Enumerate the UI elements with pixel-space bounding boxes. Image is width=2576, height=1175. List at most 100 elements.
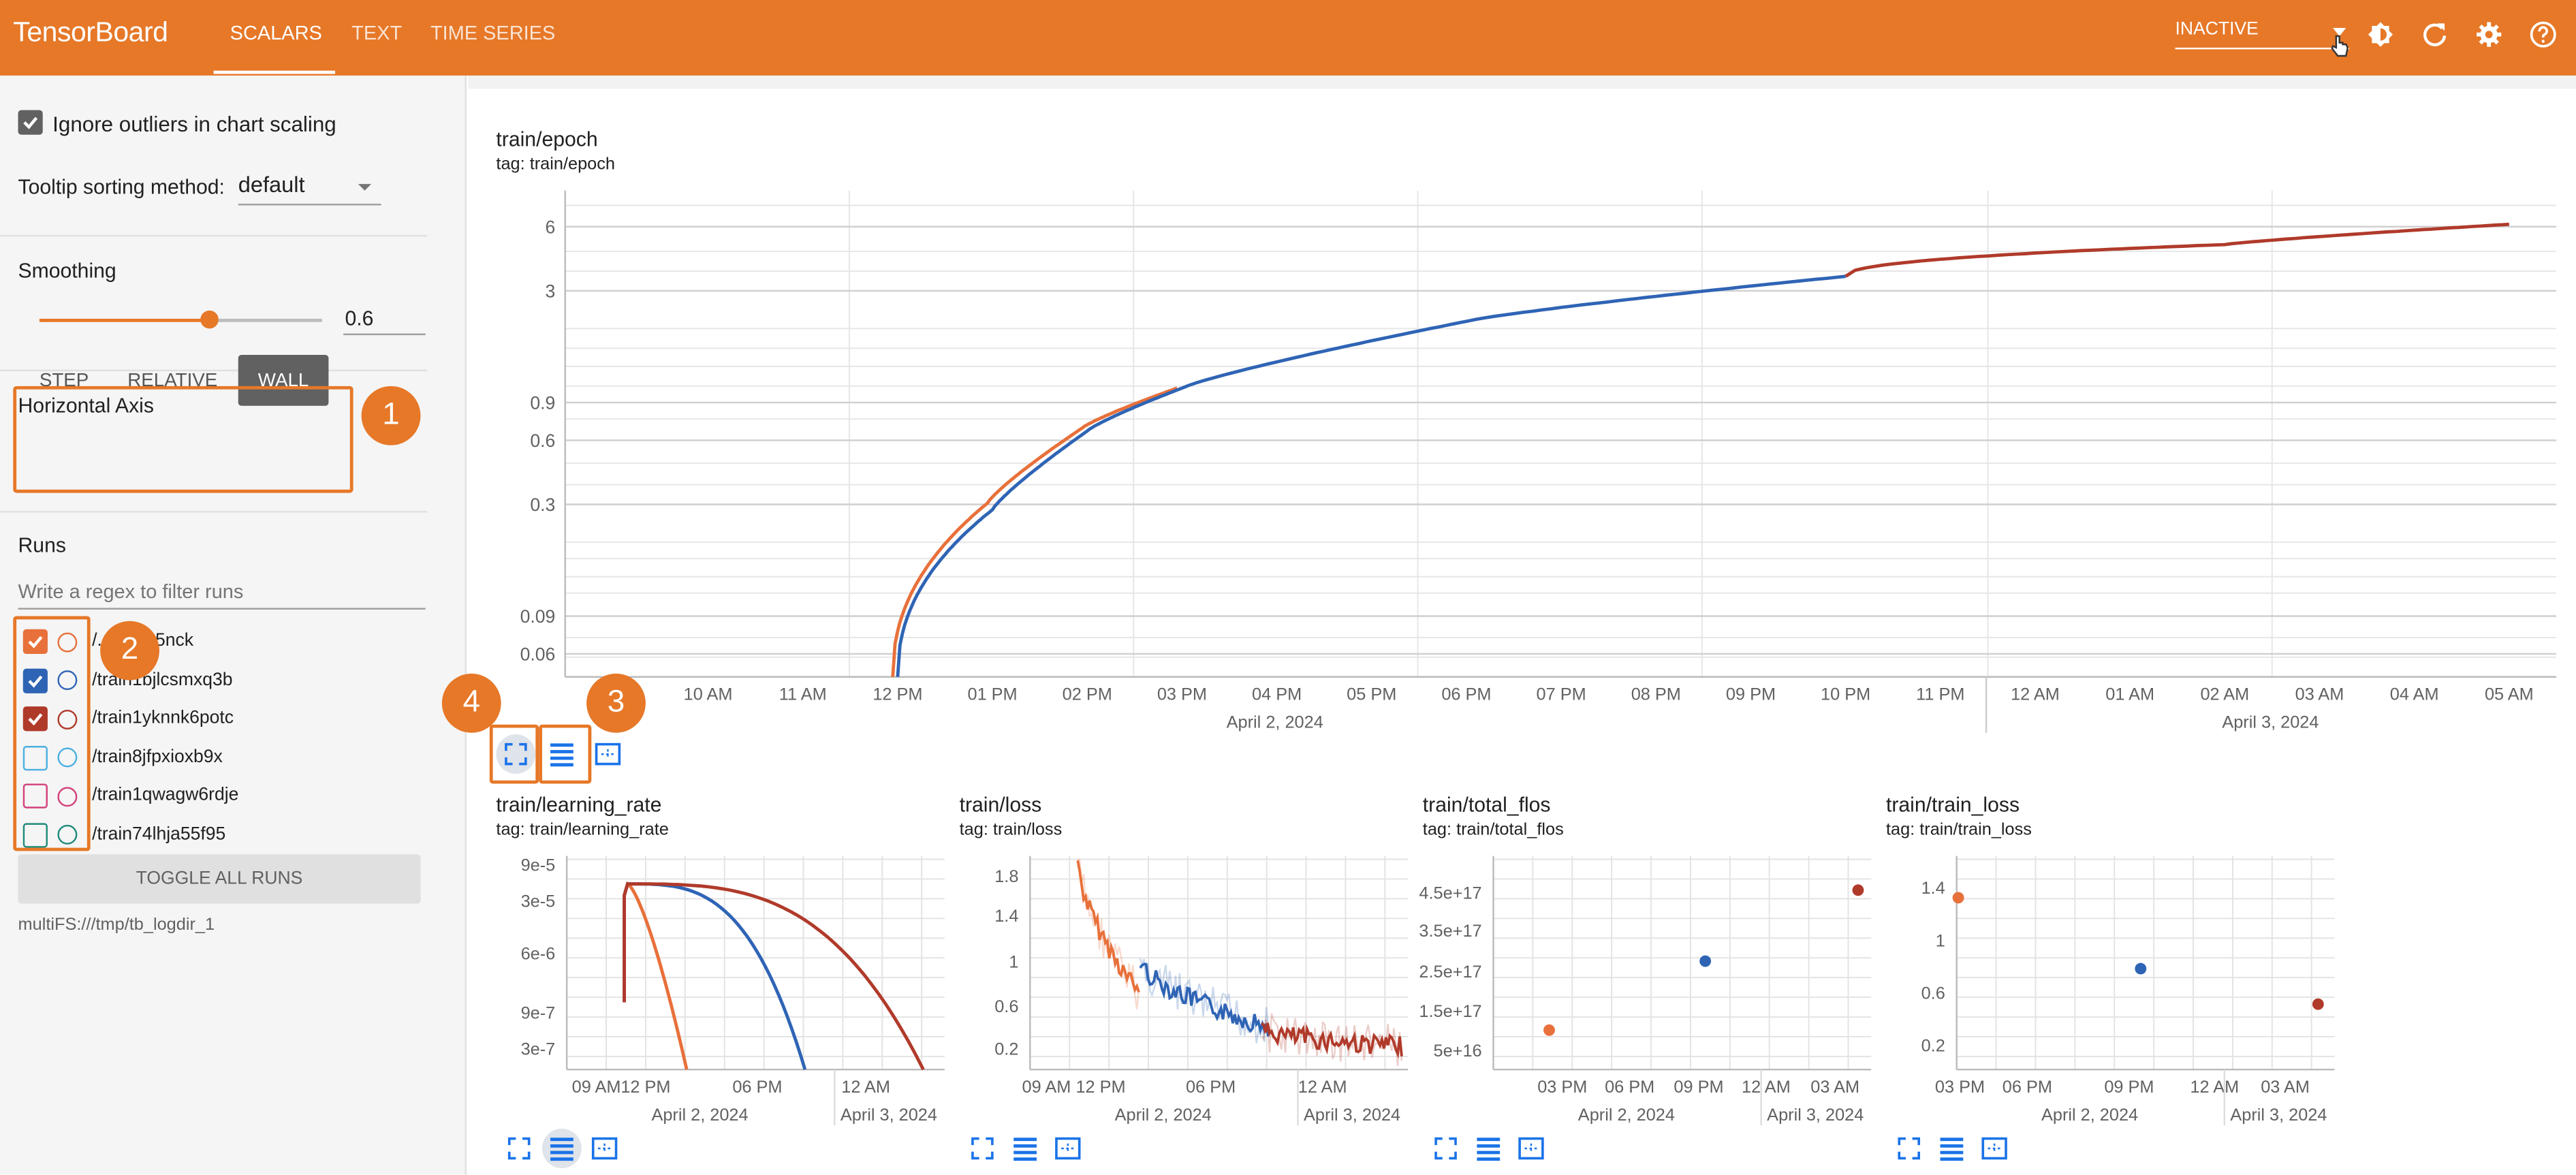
y-tick-label: 9e-7 bbox=[521, 1003, 556, 1022]
series-line bbox=[623, 881, 689, 1070]
chart-tag: tag: train/epoch bbox=[496, 154, 616, 174]
data-table-icon[interactable] bbox=[1010, 1133, 1039, 1163]
run-color-swatch[interactable] bbox=[57, 670, 78, 691]
tooltip-sorting-select[interactable]: default bbox=[238, 172, 305, 198]
annotation-badge: 3 bbox=[586, 673, 646, 733]
plot-area bbox=[1030, 856, 1409, 1070]
fullscreen-icon[interactable] bbox=[504, 1133, 533, 1163]
runs-filter-input[interactable]: Write a regex to filter runs bbox=[18, 580, 244, 604]
series-line bbox=[1076, 860, 1140, 994]
x-date-label: April 3, 2024 bbox=[2230, 1106, 2327, 1125]
chart-controls bbox=[1423, 1129, 1571, 1168]
chevron-down-icon[interactable] bbox=[355, 179, 375, 195]
fit-domain-icon[interactable] bbox=[593, 739, 623, 768]
chart-title: train/train_loss bbox=[1885, 793, 2020, 817]
train-loss-chart[interactable]: 1.4 1 0.6 0.2 03 PM 06 PM 09 PM 12 AM 03 AM April… bbox=[1883, 846, 2342, 1133]
x-tick-label: 05 PM bbox=[1347, 685, 1396, 704]
x-date-label: April 2, 2024 bbox=[651, 1106, 748, 1125]
chart-tag: tag: train/loss bbox=[959, 819, 1063, 840]
run-checkbox[interactable] bbox=[22, 746, 48, 771]
y-tick-label: 1.4 bbox=[1921, 879, 1945, 898]
sidebar bbox=[0, 75, 467, 1175]
y-tick-label: 1 bbox=[1936, 931, 1945, 950]
epoch-chart[interactable]: 6 3 0.9 0.6 0.3 0.09 0.06 10 AM 11 AM 12 PM 01 PM… bbox=[493, 181, 2576, 739]
x-date-label: April 2, 2024 bbox=[2041, 1106, 2138, 1125]
x-tick-label: 03 PM bbox=[1537, 1078, 1587, 1097]
y-tick-label: 0.6 bbox=[994, 997, 1018, 1016]
x-tick-label: 12 PM bbox=[621, 1078, 670, 1097]
x-date-label: April 3, 2024 bbox=[2222, 713, 2319, 732]
run-checkbox[interactable] bbox=[22, 823, 48, 848]
fullscreen-icon[interactable] bbox=[1431, 1133, 1460, 1163]
run-color-swatch[interactable] bbox=[57, 632, 78, 653]
fit-domain-icon[interactable] bbox=[590, 1133, 619, 1163]
top-bar: TensorBoard SCALARS TEXT TIME SERIES INA… bbox=[0, 0, 2576, 76]
total-flos-chart[interactable]: 4.5e+17 3.5e+17 2.5e+17 1.5e+17 5e+16 03 PM 06… bbox=[1419, 846, 1879, 1133]
series-line bbox=[1844, 222, 2510, 278]
logdir-path: multiFS:///tmp/tb_logdir_1 bbox=[18, 915, 215, 935]
fit-domain-icon[interactable] bbox=[1516, 1133, 1545, 1163]
chart-tag: tag: train/learning_rate bbox=[496, 819, 669, 840]
x-tick-label: 11 AM bbox=[779, 685, 827, 704]
ignore-outliers-checkbox[interactable] bbox=[18, 110, 43, 135]
run-color-swatch[interactable] bbox=[57, 747, 78, 768]
x-tick-label: 10 PM bbox=[1821, 685, 1870, 704]
x-tick-label: 04 PM bbox=[1252, 685, 1302, 704]
run-checkbox[interactable] bbox=[22, 783, 48, 809]
y-tick-label: 0.6 bbox=[1921, 984, 1945, 1003]
theme-toggle-icon[interactable] bbox=[2366, 20, 2395, 49]
x-tick-label: 12 AM bbox=[1298, 1078, 1347, 1097]
plugin-select[interactable]: INACTIVE bbox=[2175, 19, 2259, 40]
fullscreen-icon[interactable] bbox=[968, 1133, 997, 1163]
fullscreen-icon[interactable] bbox=[1894, 1133, 1923, 1163]
data-table-icon[interactable] bbox=[1474, 1133, 1503, 1163]
x-tick-label: 12 AM bbox=[841, 1078, 890, 1097]
y-tick-label: 0.2 bbox=[994, 1040, 1018, 1059]
x-tick-label: 09 PM bbox=[2104, 1078, 2154, 1097]
run-color-swatch[interactable] bbox=[57, 824, 78, 845]
y-tick-label: 5e+16 bbox=[1434, 1041, 1482, 1061]
fit-domain-icon[interactable] bbox=[1053, 1133, 1082, 1163]
y-tick-label: 0.6 bbox=[530, 430, 555, 451]
x-tick-label: 03 PM bbox=[1935, 1078, 1985, 1097]
y-tick-label: 1.8 bbox=[994, 867, 1018, 886]
settings-gear-icon[interactable] bbox=[2474, 20, 2503, 49]
chevron-down-icon[interactable] bbox=[2329, 23, 2349, 43]
refresh-icon[interactable] bbox=[2420, 20, 2449, 49]
x-tick-label: 03 AM bbox=[2295, 685, 2344, 704]
smoothing-value-input[interactable]: 0.6 bbox=[345, 307, 374, 330]
fit-domain-icon[interactable] bbox=[1979, 1133, 2009, 1163]
tab-time-series[interactable]: TIME SERIES bbox=[430, 21, 556, 45]
run-name: /train1qwagw6rdje bbox=[92, 785, 239, 805]
run-color-swatch[interactable] bbox=[57, 787, 78, 807]
scatter-point bbox=[1952, 892, 1964, 904]
data-table-icon[interactable] bbox=[547, 739, 576, 768]
active-tab-indicator bbox=[213, 70, 336, 74]
x-tick-label: 11 PM bbox=[1916, 685, 1964, 704]
y-tick-label: 4.5e+17 bbox=[1419, 883, 1482, 903]
x-tick-label: 04 AM bbox=[2390, 685, 2439, 704]
x-tick-label: 09 AM bbox=[1022, 1078, 1071, 1097]
tab-scalars[interactable]: SCALARS bbox=[230, 21, 322, 45]
chart-controls bbox=[1886, 1129, 2034, 1168]
loss-chart[interactable]: 1.8 1.4 1 0.6 0.209 AM 12 PM 06 PM 12 AM April 2… bbox=[956, 846, 1416, 1133]
fullscreen-icon[interactable] bbox=[501, 739, 531, 768]
run-checkbox[interactable] bbox=[22, 629, 48, 654]
data-table-icon[interactable] bbox=[1937, 1133, 1966, 1163]
control-active-bg bbox=[496, 734, 536, 774]
data-table-icon[interactable] bbox=[547, 1133, 576, 1163]
divider bbox=[0, 511, 428, 513]
y-tick-label: 3e-5 bbox=[521, 892, 556, 911]
series-line bbox=[896, 275, 1846, 677]
run-checkbox[interactable] bbox=[22, 706, 48, 732]
tab-text[interactable]: TEXT bbox=[351, 21, 403, 45]
smoothing-slider-track[interactable] bbox=[208, 318, 322, 322]
toggle-all-runs-button[interactable]: TOGGLE ALL RUNS bbox=[18, 854, 421, 904]
x-date-label: April 3, 2024 bbox=[1304, 1106, 1400, 1125]
smoothing-slider-thumb[interactable] bbox=[200, 310, 219, 329]
help-icon[interactable] bbox=[2528, 20, 2558, 49]
x-tick-label: 06 PM bbox=[2002, 1078, 2052, 1097]
learning-rate-chart[interactable]: 9e-5 3e-5 6e-6 9e-7 3e-7 09 AM 12 PM 06 PM 12 AM… bbox=[493, 846, 953, 1133]
run-checkbox[interactable] bbox=[22, 668, 48, 693]
run-color-swatch[interactable] bbox=[57, 709, 78, 730]
